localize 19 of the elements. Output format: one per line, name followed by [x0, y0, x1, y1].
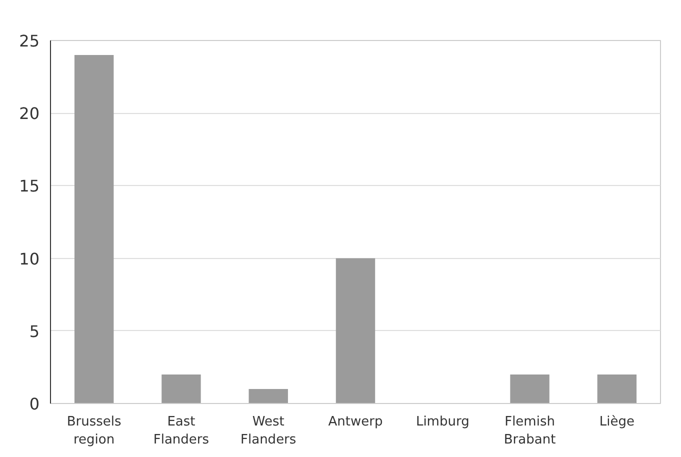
y-tick-label: 20: [19, 104, 40, 124]
x-tick-label: Liège: [599, 414, 634, 430]
x-tick-label: Antwerp: [328, 414, 383, 430]
y-tick-label: 5: [29, 322, 40, 341]
y-tick-label: 25: [19, 32, 40, 50]
y-tick-label: 15: [19, 176, 40, 196]
bar: [510, 374, 550, 404]
y-tick-label: 0: [29, 394, 40, 414]
x-tick-label: Brussels region: [66, 414, 122, 448]
x-tick-label: Limburg: [416, 414, 470, 430]
x-tick-label: East Flanders: [153, 414, 210, 448]
y-tick-label: 10: [19, 249, 40, 268]
bar: [597, 374, 637, 404]
bar: [162, 374, 201, 404]
bar: [336, 258, 376, 404]
bar: [248, 388, 288, 404]
x-tick-label: West Flanders: [240, 414, 296, 448]
x-tick-label: Flemish Brabant: [504, 414, 556, 448]
bar: [74, 55, 114, 404]
